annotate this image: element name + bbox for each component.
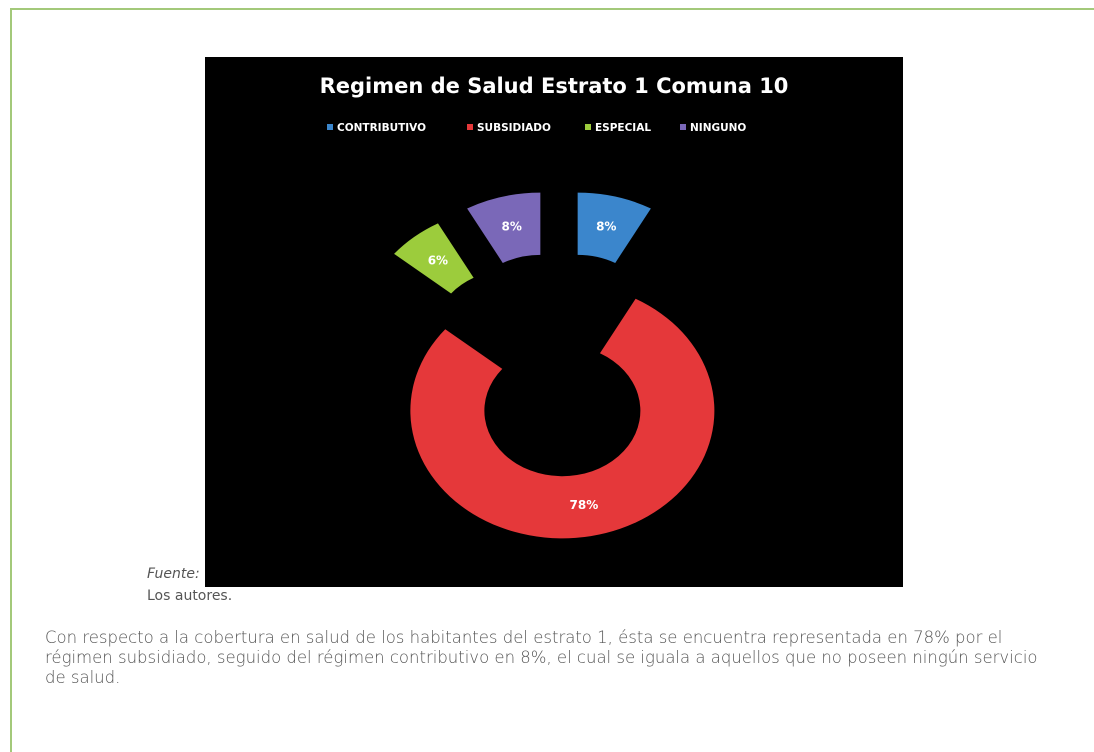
data-label: 8% — [596, 219, 616, 233]
data-label: 78% — [570, 498, 599, 512]
source-text: Los autores. — [147, 588, 233, 604]
legend-swatch — [327, 124, 333, 130]
chart: Regimen de Salud Estrato 1 Comuna 10 CON… — [205, 57, 903, 587]
chart-title: Regimen de Salud Estrato 1 Comuna 10 — [320, 74, 789, 98]
donut-slice — [410, 298, 715, 539]
data-label: 6% — [428, 253, 448, 267]
legend-swatch — [585, 124, 591, 130]
data-label: 8% — [502, 219, 522, 233]
legend-label: CONTRIBUTIVO — [337, 122, 426, 134]
legend-label: NINGUNO — [690, 122, 746, 134]
donut-slice — [467, 192, 541, 263]
legend-swatch — [680, 124, 686, 130]
page-frame — [10, 8, 1094, 752]
donut-slice — [577, 192, 651, 263]
legend-swatch — [467, 124, 473, 130]
donut-slice — [394, 223, 474, 294]
source-label: Fuente: — [147, 566, 200, 582]
legend-label: SUBSIDIADO — [477, 122, 551, 134]
paragraph: Con respecto a la cobertura en salud de … — [45, 628, 1038, 687]
legend-label: ESPECIAL — [595, 122, 651, 134]
